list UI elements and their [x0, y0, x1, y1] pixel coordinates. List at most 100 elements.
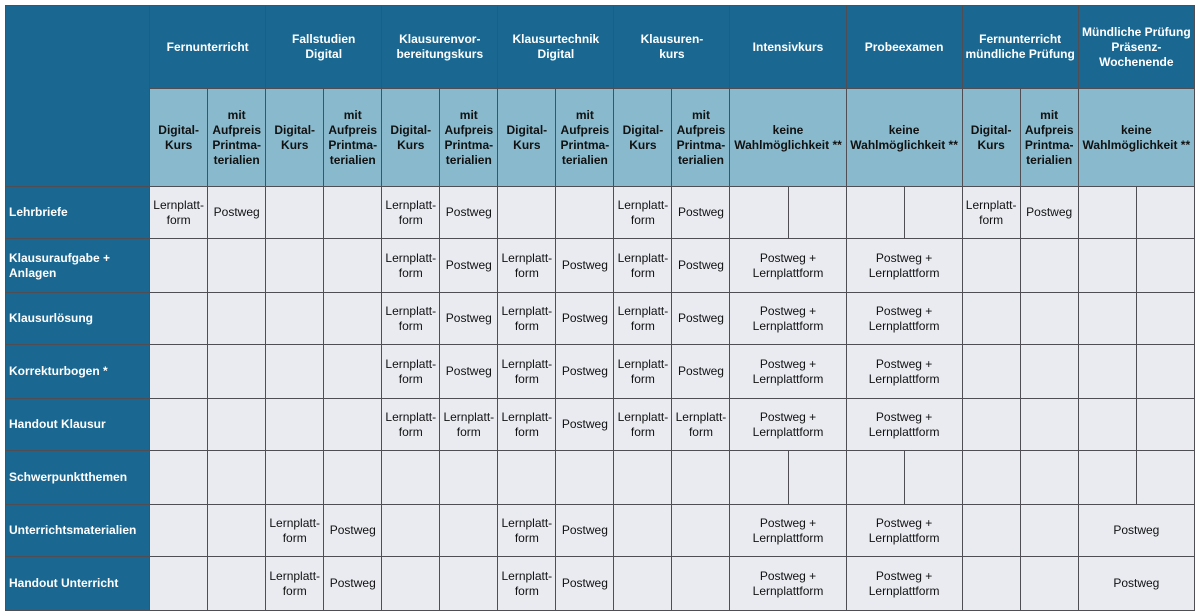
- table-cell: Postweg: [671, 185, 731, 240]
- table-cell: Postweg + Lernplattform: [845, 397, 963, 452]
- table-cell: Postweg: [1019, 185, 1079, 240]
- table-cell: [1019, 450, 1079, 505]
- course-header-row: Fernunterricht Fallstudien Digital Klausur…: [4, 5, 1196, 187]
- table-cell: [961, 344, 1021, 399]
- table-cell: [149, 556, 209, 611]
- table-cell: [1077, 238, 1137, 293]
- table-cell: Lernplatt- form: [265, 503, 325, 558]
- table-cell: Postweg + Lernplattform: [845, 238, 963, 293]
- table-cell: [207, 238, 267, 293]
- table-cell: [787, 450, 847, 505]
- table-cell: Postweg: [555, 556, 615, 611]
- row-label-lehrbriefe: Lehrbriefe: [4, 185, 151, 240]
- table-cell: [961, 238, 1021, 293]
- table-cell: [149, 397, 209, 452]
- table-cell: Postweg: [555, 291, 615, 346]
- table-cell: Lernplatt- form: [497, 344, 557, 399]
- table-cell: [671, 556, 731, 611]
- table-cell: [1135, 344, 1196, 399]
- table-cell: Lernplatt- form: [961, 185, 1021, 240]
- table-cell: Lernplatt- form: [613, 291, 673, 346]
- table-cell: [207, 344, 267, 399]
- table-cell: Lernplatt- form: [613, 397, 673, 452]
- table-cell: [961, 450, 1021, 505]
- table-cell: [1135, 238, 1196, 293]
- option-header-keine-wahlmoeglichkeit: keine Wahlmöglichkeit **: [1077, 88, 1196, 187]
- table-row: Handout Unterricht Lernplatt- form Postweg…: [4, 556, 1196, 611]
- table-cell: Postweg + Lernplattform: [729, 238, 847, 293]
- table-cell: [265, 397, 325, 452]
- table-cell: [729, 185, 789, 240]
- table-cell: [1019, 556, 1079, 611]
- column-header-fernunterricht: Fernunterricht: [149, 5, 267, 89]
- table-cell: Postweg: [323, 556, 383, 611]
- option-header-digital-kurs: Digital- Kurs: [149, 88, 209, 187]
- table-cell: Postweg: [555, 397, 615, 452]
- table-cell: [381, 556, 441, 611]
- table-cell: Lernplatt- form: [497, 556, 557, 611]
- table-cell: Postweg: [555, 344, 615, 399]
- table-cell: Lernplatt- form: [149, 185, 209, 240]
- table-cell: [149, 291, 209, 346]
- table-cell: [1077, 450, 1137, 505]
- table-cell: Postweg + Lernplattform: [845, 556, 963, 611]
- table-cell: [845, 450, 905, 505]
- table-cell: [149, 344, 209, 399]
- table-cell: [265, 450, 325, 505]
- table-cell: Postweg + Lernplattform: [845, 291, 963, 346]
- table-cell: Postweg: [439, 185, 499, 240]
- table-cell: [1019, 397, 1079, 452]
- course-materials-table: Fernunterricht Fallstudien Digital Klausur…: [4, 5, 1196, 611]
- table-cell: [1135, 185, 1196, 240]
- table-cell: Lernplatt- form: [497, 238, 557, 293]
- option-header-keine-wahlmoeglichkeit: keine Wahlmöglichkeit **: [845, 88, 963, 187]
- table-cell: Postweg: [323, 503, 383, 558]
- table-cell: [903, 450, 963, 505]
- table-cell: [671, 450, 731, 505]
- table-cell: Postweg: [207, 185, 267, 240]
- column-header-muendliche-pruefung-praesenz-wochenende: Mündliche Prüfung Präsenz- Wochenende: [1077, 5, 1196, 89]
- table-cell: Postweg: [555, 238, 615, 293]
- table-cell: Lernplatt- form: [439, 397, 499, 452]
- table-row: Unterrichtsmaterialien Lernplatt- form Pos…: [4, 503, 1196, 558]
- table-cell: [613, 450, 673, 505]
- table-cell: Postweg + Lernplattform: [729, 397, 847, 452]
- comparison-table-container: Fernunterricht Fallstudien Digital Klausur…: [4, 5, 1196, 611]
- option-header-digital-kurs: Digital- Kurs: [381, 88, 441, 187]
- table-cell: [555, 450, 615, 505]
- table-cell: Postweg: [671, 344, 731, 399]
- column-header-fernunterricht-muendliche-pruefung: Fernunterricht mündliche Prüfung: [961, 5, 1079, 89]
- table-cell: Lernplatt- form: [381, 397, 441, 452]
- table-cell: [323, 291, 383, 346]
- table-cell: Postweg: [1077, 556, 1196, 611]
- option-header-mit-aufpreis-printma-terialien: mit Aufpreis Printma- terialien: [439, 88, 499, 187]
- table-cell: [265, 185, 325, 240]
- table-cell: [497, 450, 557, 505]
- table-cell: [1135, 450, 1196, 505]
- column-header-klausuren-kurs: Klausuren- kurs: [613, 5, 731, 89]
- table-cell: [1077, 344, 1137, 399]
- option-header-mit-aufpreis-printma-terialien: mit Aufpreis Printma- terialien: [671, 88, 731, 187]
- table-cell: Lernplatt- form: [381, 185, 441, 240]
- table-cell: Postweg: [439, 291, 499, 346]
- table-cell: [207, 397, 267, 452]
- table-cell: [381, 450, 441, 505]
- table-cell: [439, 556, 499, 611]
- table-cell: [671, 503, 731, 558]
- table-row: Handout Klausur Lernplatt- form Lernplatt-…: [4, 397, 1196, 452]
- table-cell: [207, 291, 267, 346]
- table-cell: Postweg: [555, 503, 615, 558]
- table-cell: Postweg: [671, 291, 731, 346]
- table-cell: Postweg + Lernplattform: [729, 503, 847, 558]
- row-label-schwerpunktthemen: Schwerpunktthemen: [4, 450, 151, 505]
- table-cell: Lernplatt- form: [497, 291, 557, 346]
- table-cell: Lernplatt- form: [497, 397, 557, 452]
- column-header-klausurtechnik-digital: Klausurtechnik Digital: [497, 5, 615, 89]
- table-row: Schwerpunktthemen: [4, 450, 1196, 505]
- table-cell: [787, 185, 847, 240]
- table-cell: [323, 344, 383, 399]
- column-header-intensivkurs: Intensivkurs: [729, 5, 847, 89]
- table-cell: Postweg + Lernplattform: [729, 344, 847, 399]
- table-cell: [903, 185, 963, 240]
- table-cell: [1135, 397, 1196, 452]
